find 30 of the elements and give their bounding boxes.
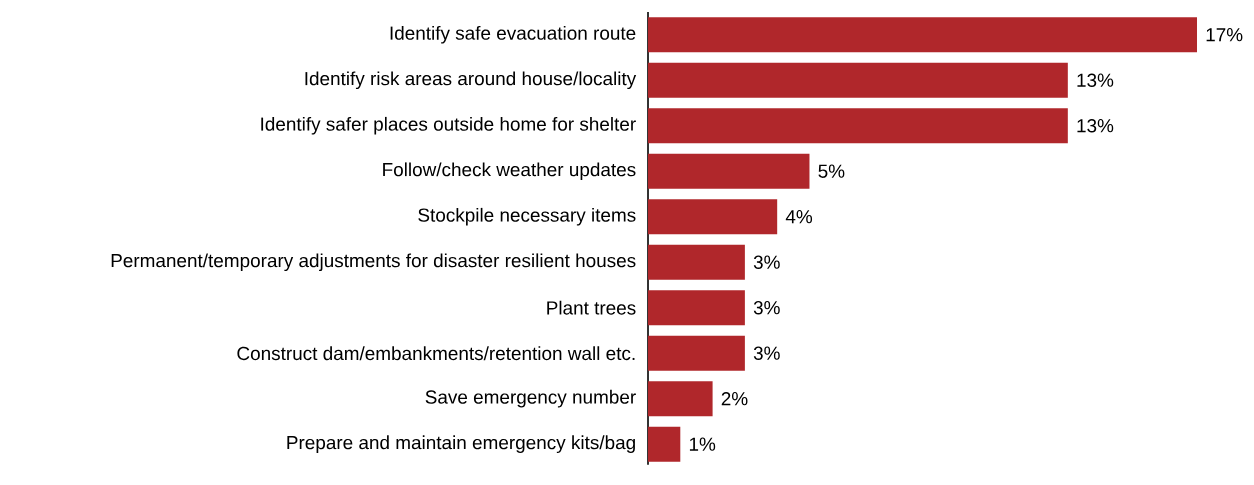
y-tick-label: Prepare and maintain emergency kits/bag	[287, 435, 635, 453]
bar	[648, 244, 745, 280]
data-label: 13%	[1077, 73, 1114, 87]
y-tick-label: Identify safe evacuation route	[390, 25, 636, 44]
bar	[648, 426, 681, 462]
data-label: 4%	[785, 210, 813, 224]
y-tick-label: Follow/check weather updates	[383, 162, 636, 181]
data-label: 17%	[1206, 28, 1243, 42]
bar	[648, 108, 1068, 144]
bar	[648, 17, 1198, 53]
y-tick-label: Permanent/temporary adjustments for disaster resilient houses	[111, 253, 636, 272]
y-tick-label: Identify safer places outside home for shelter	[261, 116, 636, 135]
y-tick-label: Construct dam/embankments/retention wall etc.	[237, 346, 635, 361]
y-tick-label: Identify risk areas around house/locality	[305, 71, 637, 90]
data-label: 5%	[818, 164, 845, 178]
data-label: 3%	[753, 346, 780, 360]
bar	[648, 153, 810, 189]
y-tick-label: Stockpile necessary items	[418, 207, 636, 226]
y-tick-label: Save emergency number	[425, 389, 636, 408]
bar	[648, 381, 713, 417]
bar	[648, 62, 1068, 98]
data-label: 2%	[721, 392, 748, 406]
bar	[648, 199, 778, 235]
bar	[648, 335, 745, 371]
data-label: 13%	[1077, 119, 1114, 133]
bar	[648, 290, 745, 326]
data-label: 1%	[689, 437, 716, 451]
y-tick-label: Plant trees	[547, 300, 636, 315]
data-label: 3%	[753, 255, 780, 269]
data-label: 3%	[753, 300, 780, 315]
